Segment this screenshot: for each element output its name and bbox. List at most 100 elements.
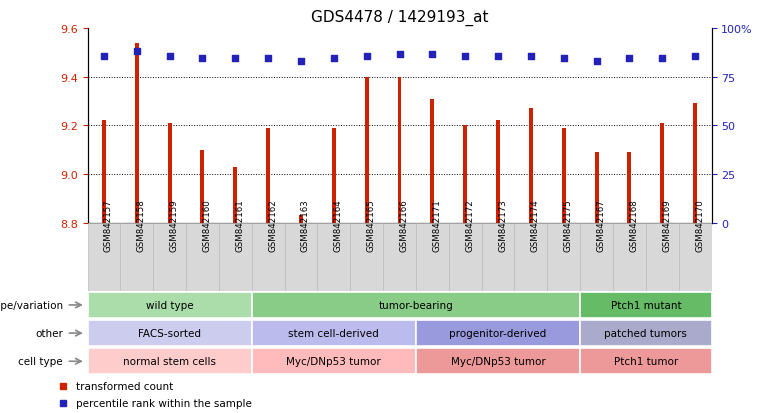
Bar <box>580 349 712 374</box>
Text: wild type: wild type <box>146 300 193 310</box>
Text: GSM842173: GSM842173 <box>498 199 507 252</box>
Point <box>492 54 504 60</box>
Point <box>689 54 701 60</box>
Text: tumor-bearing: tumor-bearing <box>378 300 454 310</box>
Bar <box>135 43 139 223</box>
Bar <box>580 292 712 318</box>
Text: GSM842157: GSM842157 <box>104 199 113 252</box>
Bar <box>252 292 580 318</box>
Point <box>558 56 570 62</box>
Point <box>623 56 635 62</box>
Bar <box>219 223 252 291</box>
Bar <box>186 223 219 291</box>
Bar <box>88 349 252 374</box>
Bar <box>266 128 270 223</box>
Text: progenitor-derived: progenitor-derived <box>450 328 546 338</box>
Text: GSM842174: GSM842174 <box>531 199 540 252</box>
Bar <box>580 223 613 291</box>
Text: GSM842158: GSM842158 <box>137 199 146 252</box>
Bar <box>88 292 252 318</box>
Bar <box>693 104 697 223</box>
Bar <box>88 223 120 291</box>
Text: normal stem cells: normal stem cells <box>123 356 216 366</box>
Text: GSM842166: GSM842166 <box>400 199 409 252</box>
Point <box>229 56 241 62</box>
Point <box>393 51 406 58</box>
Text: Myc/DNp53 tumor: Myc/DNp53 tumor <box>451 356 546 366</box>
Text: other: other <box>35 328 63 338</box>
Bar <box>88 320 252 346</box>
Text: Myc/DNp53 tumor: Myc/DNp53 tumor <box>286 356 381 366</box>
Bar <box>317 223 350 291</box>
Bar <box>299 216 303 223</box>
Text: GSM842164: GSM842164 <box>334 199 343 252</box>
Bar <box>661 123 664 223</box>
Bar <box>431 99 435 223</box>
Text: GSM842165: GSM842165 <box>367 199 376 252</box>
Text: GSM842172: GSM842172 <box>465 199 474 252</box>
Bar <box>200 150 205 223</box>
Text: GSM842159: GSM842159 <box>170 199 179 252</box>
Text: GSM842169: GSM842169 <box>662 199 671 252</box>
Bar <box>594 153 599 223</box>
Bar <box>416 349 580 374</box>
Point <box>196 56 209 62</box>
Bar <box>613 223 646 291</box>
Text: GSM842167: GSM842167 <box>597 199 606 252</box>
Text: patched tumors: patched tumors <box>604 328 687 338</box>
Bar <box>120 223 153 291</box>
Bar <box>285 223 317 291</box>
Bar <box>383 223 416 291</box>
Bar <box>332 128 336 223</box>
Bar <box>547 223 580 291</box>
Text: GSM842175: GSM842175 <box>564 199 573 252</box>
Bar <box>529 109 533 223</box>
Bar <box>252 349 416 374</box>
Bar <box>234 167 237 223</box>
Point <box>164 54 176 60</box>
Bar <box>646 223 679 291</box>
Bar <box>514 223 547 291</box>
Point <box>131 49 143 55</box>
Point <box>656 56 668 62</box>
Bar <box>167 123 171 223</box>
Point <box>98 54 110 60</box>
Bar <box>365 77 368 223</box>
Bar <box>679 223 712 291</box>
Bar <box>416 320 580 346</box>
Text: GSM842160: GSM842160 <box>202 199 212 252</box>
Point <box>459 54 471 60</box>
Text: GSM842163: GSM842163 <box>301 199 310 252</box>
Text: GSM842161: GSM842161 <box>235 199 244 252</box>
Text: GSM842162: GSM842162 <box>268 199 277 252</box>
Point <box>525 54 537 60</box>
Bar <box>628 153 632 223</box>
Bar <box>153 223 186 291</box>
Text: stem cell-derived: stem cell-derived <box>288 328 379 338</box>
Bar <box>482 223 514 291</box>
Bar <box>350 223 383 291</box>
Title: GDS4478 / 1429193_at: GDS4478 / 1429193_at <box>310 10 489 26</box>
Bar <box>449 223 482 291</box>
Point <box>328 56 340 62</box>
Text: GSM842170: GSM842170 <box>695 199 704 252</box>
Bar <box>562 128 565 223</box>
Text: GSM842168: GSM842168 <box>629 199 638 252</box>
Text: FACS-sorted: FACS-sorted <box>139 328 201 338</box>
Bar <box>252 320 416 346</box>
Bar <box>416 223 449 291</box>
Point <box>262 56 274 62</box>
Point <box>361 54 373 60</box>
Text: cell type: cell type <box>18 356 63 366</box>
Point <box>295 58 307 65</box>
Point <box>426 51 438 58</box>
Bar <box>580 320 712 346</box>
Point <box>591 58 603 65</box>
Text: genotype/variation: genotype/variation <box>0 300 63 310</box>
Bar <box>496 121 500 223</box>
Text: Ptch1 mutant: Ptch1 mutant <box>610 300 681 310</box>
Bar <box>252 223 285 291</box>
Text: percentile rank within the sample: percentile rank within the sample <box>76 398 252 408</box>
Text: transformed count: transformed count <box>76 381 174 391</box>
Bar <box>102 121 106 223</box>
